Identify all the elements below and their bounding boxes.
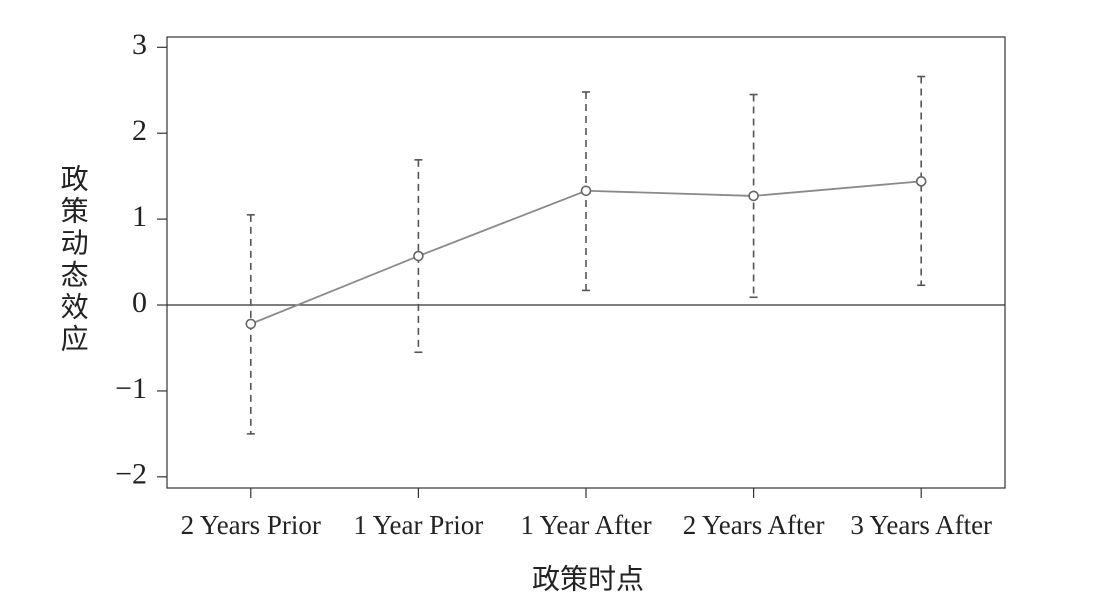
y-tick-label: −2 [115,458,147,491]
x-tick-label: 2 Years Prior [181,510,321,540]
y-axis-label: 政策动态效应 [57,164,89,356]
y-tick-label: −1 [115,372,147,405]
point [915,176,927,187]
y-tick-label: 3 [132,28,147,61]
point [748,190,759,202]
point [245,318,257,330]
point [413,250,424,262]
y-tick-label: 0 [132,286,147,319]
x-tick-label: 2 Years After [683,510,825,540]
y-tick-label: 1 [132,200,147,233]
point [580,185,592,197]
y-tick-label: 2 [132,114,147,147]
x-tick-label: 3 Years After [850,510,992,540]
x-axis-label: 政策时点 [532,563,644,595]
x-tick-label: 1 Year Prior [354,510,484,540]
x-tick-label: 1 Year After [520,510,651,540]
